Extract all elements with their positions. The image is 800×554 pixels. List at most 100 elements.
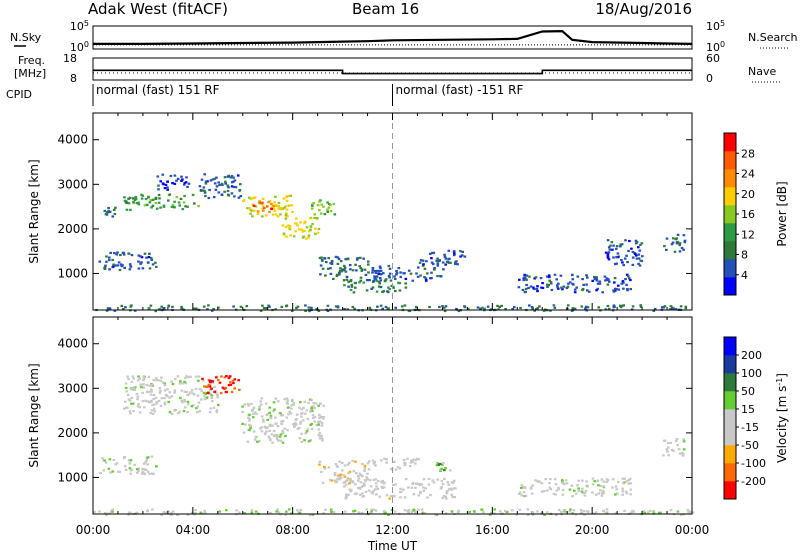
heatmap-cell-velocity-0 — [250, 511, 254, 514]
heatmap-cell-velocity-9 — [605, 480, 609, 484]
heatmap-cell-velocity-9 — [627, 482, 631, 485]
heatmap-cell-velocity-7 — [374, 464, 377, 467]
heatmap-cell-velocity-9 — [561, 479, 564, 482]
heatmap-cell-velocity-6 — [370, 491, 373, 494]
heatmap-cell-power-0 — [536, 307, 539, 310]
heatmap-cell-power-8 — [288, 225, 292, 228]
heatmap-cell-velocity-6 — [419, 491, 422, 494]
heatmap-cell-power-15 — [639, 243, 642, 246]
heatmap-cell-velocity-2 — [168, 411, 172, 414]
heatmap-cell-velocity-6 — [368, 479, 372, 482]
heatmap-cell-velocity-2 — [170, 395, 174, 398]
heatmap-cell-power-15 — [614, 263, 617, 266]
heatmap-cell-power-5 — [237, 196, 241, 199]
heatmap-cell-power-14 — [559, 274, 563, 277]
heatmap-cell-velocity-4 — [246, 402, 250, 406]
heatmap-cell-power-14 — [523, 276, 526, 279]
heatmap-cell-velocity-0 — [536, 510, 539, 513]
heatmap-cell-power-0 — [481, 306, 484, 309]
heatmap-cell-velocity-3 — [233, 378, 237, 381]
heatmap-cell-power-6 — [279, 213, 282, 216]
heatmap-cell-velocity-9 — [557, 486, 560, 489]
heatmap-cell-power-12 — [374, 271, 378, 274]
heatmap-cell-velocity-0 — [568, 510, 572, 513]
heatmap-cell-velocity-10 — [662, 439, 666, 442]
heatmap-cell-velocity-4 — [305, 430, 309, 433]
heatmap-cell-power-9 — [323, 213, 327, 216]
heatmap-cell-velocity-1 — [130, 468, 134, 471]
heatmap-cell-power-9 — [318, 200, 321, 203]
heatmap-cell-velocity-4 — [285, 401, 289, 404]
heatmap-cell-power-1 — [109, 251, 112, 254]
heatmap-cell-velocity-4 — [255, 412, 258, 416]
heatmap-cell-power-3 — [170, 205, 174, 208]
heatmap-cell-power-5 — [204, 194, 207, 198]
heatmap-cell-power-14 — [613, 277, 617, 280]
heatmap-cell-velocity-9 — [591, 477, 595, 480]
heatmap-cell-power-12 — [378, 277, 382, 280]
heatmap-cell-velocity-0 — [407, 509, 411, 512]
heatmap-cell-velocity-0 — [412, 508, 416, 511]
heatmap-cell-velocity-4 — [266, 426, 269, 429]
heatmap-cell-velocity-4 — [319, 420, 322, 423]
heatmap-cell-power-15 — [624, 239, 627, 242]
heatmap-cell-power-6 — [273, 209, 277, 212]
heatmap-cell-power-14 — [575, 286, 578, 289]
heatmap-cell-velocity-4 — [241, 422, 244, 425]
heatmap-cell-power-2 — [113, 212, 117, 216]
heatmap-cell-power-1 — [140, 256, 144, 259]
heatmap-cell-power-0 — [639, 304, 642, 307]
heatmap-cell-velocity-2 — [198, 410, 202, 413]
heatmap-cell-power-0 — [597, 306, 600, 309]
heatmap-cell-velocity-9 — [544, 478, 547, 481]
heatmap-cell-velocity-0 — [605, 508, 609, 511]
heatmap-cell-power-0 — [497, 308, 500, 311]
heatmap-cell-velocity-2 — [124, 386, 128, 390]
heatmap-cell-velocity-3 — [228, 375, 232, 378]
heatmap-cell-velocity-6 — [450, 481, 454, 484]
heatmap-cell-power-12 — [399, 275, 403, 278]
heatmap-cell-velocity-0 — [111, 508, 114, 511]
heatmap-cell-velocity-6 — [383, 481, 386, 484]
heatmap-cell-velocity-2 — [126, 406, 129, 409]
heatmap-cell-power-0 — [304, 304, 307, 307]
heatmap-cell-power-5 — [218, 183, 221, 187]
heatmap-cell-power-11 — [382, 290, 385, 293]
heatmap-cell-power-14 — [556, 284, 559, 287]
heatmap-cell-power-7 — [270, 207, 273, 211]
heatmap-cell-power-0 — [261, 304, 264, 307]
heatmap-cell-velocity-4 — [242, 431, 246, 434]
heatmap-cell-velocity-0 — [235, 509, 238, 512]
heatmap-cell-power-3 — [151, 204, 155, 207]
heatmap-cell-power-5 — [229, 176, 233, 179]
heatmap-cell-power-0 — [158, 308, 162, 311]
heatmap-cell-velocity-4 — [248, 419, 251, 422]
heatmap-cell-velocity-6 — [445, 492, 449, 495]
heatmap-cell-velocity-0 — [284, 513, 287, 516]
heatmap-cell-velocity-0 — [297, 511, 300, 514]
heatmap-cell-power-12 — [374, 278, 378, 281]
heatmap-cell-power-4 — [157, 188, 160, 191]
heatmap-cell-velocity-2 — [136, 398, 139, 401]
heatmap-cell-power-8 — [309, 228, 312, 232]
heatmap-cell-power-6 — [251, 203, 254, 206]
heatmap-cell-velocity-2 — [195, 411, 199, 414]
heatmap-cell-power-3 — [123, 196, 126, 199]
heatmap-cell-power-0 — [310, 306, 313, 309]
heatmap-cell-power-14 — [591, 279, 594, 282]
heatmap-cell-velocity-9 — [581, 487, 584, 490]
heatmap-cell-power-11 — [345, 278, 349, 281]
heatmap-cell-power-12 — [402, 272, 405, 275]
heatmap-cell-velocity-4 — [322, 416, 325, 419]
heatmap-cell-velocity-0 — [642, 510, 645, 513]
heatmap-cell-power-10 — [363, 268, 367, 271]
colorbar-label-power: Power [dB] — [775, 181, 789, 246]
heatmap-cell-velocity-5 — [363, 466, 367, 469]
heatmap-cell-velocity-0 — [170, 511, 173, 514]
heatmap-cell-velocity-4 — [279, 433, 283, 436]
heatmap-cell-velocity-0 — [360, 512, 364, 515]
heatmap-cell-velocity-4 — [259, 427, 262, 430]
heatmap-cell-velocity-6 — [443, 477, 446, 480]
heatmap-cell-velocity-9 — [625, 480, 629, 483]
heatmap-cell-velocity-6 — [422, 489, 426, 492]
